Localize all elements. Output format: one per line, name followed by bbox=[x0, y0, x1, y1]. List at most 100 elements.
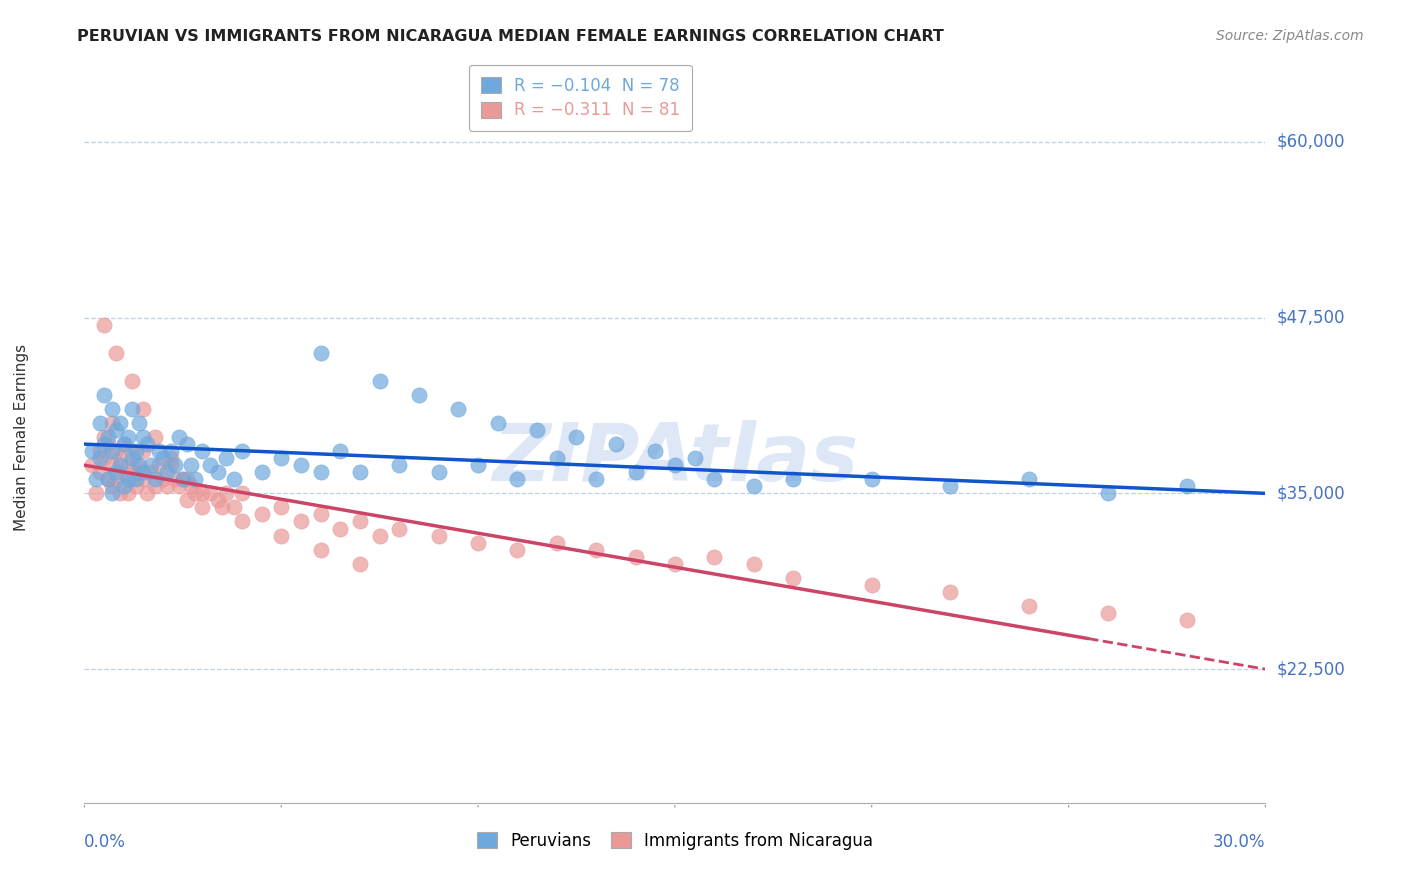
Point bbox=[624, 465, 647, 479]
Legend: Peruvians, Immigrants from Nicaragua: Peruvians, Immigrants from Nicaragua bbox=[470, 825, 880, 856]
Point bbox=[200, 486, 222, 500]
Point bbox=[167, 479, 190, 493]
Point bbox=[160, 451, 183, 466]
Point bbox=[117, 486, 139, 500]
Point bbox=[104, 423, 127, 437]
Point bbox=[172, 472, 194, 486]
Point bbox=[211, 500, 233, 515]
Point bbox=[585, 542, 607, 557]
Point bbox=[97, 430, 120, 444]
Point bbox=[388, 458, 411, 473]
Point bbox=[132, 430, 155, 444]
Point bbox=[101, 416, 124, 430]
Point bbox=[97, 472, 120, 486]
Point bbox=[156, 465, 179, 479]
Point bbox=[136, 437, 159, 451]
Text: $60,000: $60,000 bbox=[1277, 133, 1346, 151]
Point bbox=[97, 472, 120, 486]
Point bbox=[121, 401, 143, 416]
Point bbox=[152, 451, 174, 466]
Point bbox=[860, 472, 883, 486]
Point bbox=[101, 458, 124, 473]
Point bbox=[160, 444, 183, 458]
Point bbox=[89, 465, 111, 479]
Point bbox=[124, 458, 146, 473]
Point bbox=[368, 528, 391, 542]
Point bbox=[156, 479, 179, 493]
Point bbox=[124, 479, 146, 493]
Point bbox=[329, 521, 352, 535]
Point bbox=[427, 528, 450, 542]
Point bbox=[148, 444, 170, 458]
Point bbox=[108, 458, 131, 473]
Text: ZIPAtlas: ZIPAtlas bbox=[492, 420, 858, 498]
Point bbox=[200, 458, 222, 473]
Point bbox=[163, 472, 186, 486]
Point bbox=[132, 444, 155, 458]
Point bbox=[93, 430, 115, 444]
Point bbox=[104, 345, 127, 359]
Point bbox=[526, 423, 548, 437]
Point bbox=[231, 444, 253, 458]
Point bbox=[565, 430, 588, 444]
Text: 0.0%: 0.0% bbox=[84, 833, 127, 851]
Point bbox=[180, 479, 202, 493]
Point bbox=[143, 430, 166, 444]
Point bbox=[1175, 479, 1198, 493]
Point bbox=[703, 549, 725, 564]
Point bbox=[136, 486, 159, 500]
Point bbox=[124, 472, 146, 486]
Point bbox=[180, 458, 202, 473]
Point bbox=[89, 416, 111, 430]
Point bbox=[104, 472, 127, 486]
Point bbox=[176, 493, 198, 508]
Point bbox=[117, 458, 139, 473]
Point bbox=[467, 535, 489, 549]
Point bbox=[172, 472, 194, 486]
Point bbox=[108, 451, 131, 466]
Point bbox=[309, 345, 332, 359]
Point bbox=[84, 486, 107, 500]
Point bbox=[644, 444, 666, 458]
Point bbox=[546, 451, 568, 466]
Point bbox=[207, 493, 229, 508]
Point bbox=[163, 458, 186, 473]
Point bbox=[427, 465, 450, 479]
Point bbox=[128, 416, 150, 430]
Point bbox=[121, 472, 143, 486]
Point bbox=[121, 374, 143, 388]
Point bbox=[939, 584, 962, 599]
Point bbox=[329, 444, 352, 458]
Point bbox=[101, 486, 124, 500]
Point bbox=[183, 472, 205, 486]
Point bbox=[939, 479, 962, 493]
Point bbox=[160, 458, 183, 473]
Point bbox=[250, 508, 273, 522]
Point bbox=[270, 528, 292, 542]
Point bbox=[104, 444, 127, 458]
Point bbox=[664, 458, 686, 473]
Point bbox=[215, 451, 238, 466]
Point bbox=[93, 437, 115, 451]
Point bbox=[112, 479, 135, 493]
Point bbox=[506, 542, 529, 557]
Text: PERUVIAN VS IMMIGRANTS FROM NICARAGUA MEDIAN FEMALE EARNINGS CORRELATION CHART: PERUVIAN VS IMMIGRANTS FROM NICARAGUA ME… bbox=[77, 29, 945, 44]
Point bbox=[89, 451, 111, 466]
Point bbox=[349, 465, 371, 479]
Point bbox=[1018, 599, 1040, 613]
Point bbox=[141, 465, 163, 479]
Point bbox=[191, 444, 214, 458]
Point bbox=[93, 451, 115, 466]
Point bbox=[84, 472, 107, 486]
Point bbox=[101, 401, 124, 416]
Point bbox=[467, 458, 489, 473]
Point bbox=[250, 465, 273, 479]
Point bbox=[101, 479, 124, 493]
Point bbox=[167, 430, 190, 444]
Point bbox=[605, 437, 627, 451]
Point bbox=[121, 444, 143, 458]
Point bbox=[447, 401, 470, 416]
Point bbox=[742, 479, 765, 493]
Point bbox=[108, 486, 131, 500]
Point bbox=[124, 444, 146, 458]
